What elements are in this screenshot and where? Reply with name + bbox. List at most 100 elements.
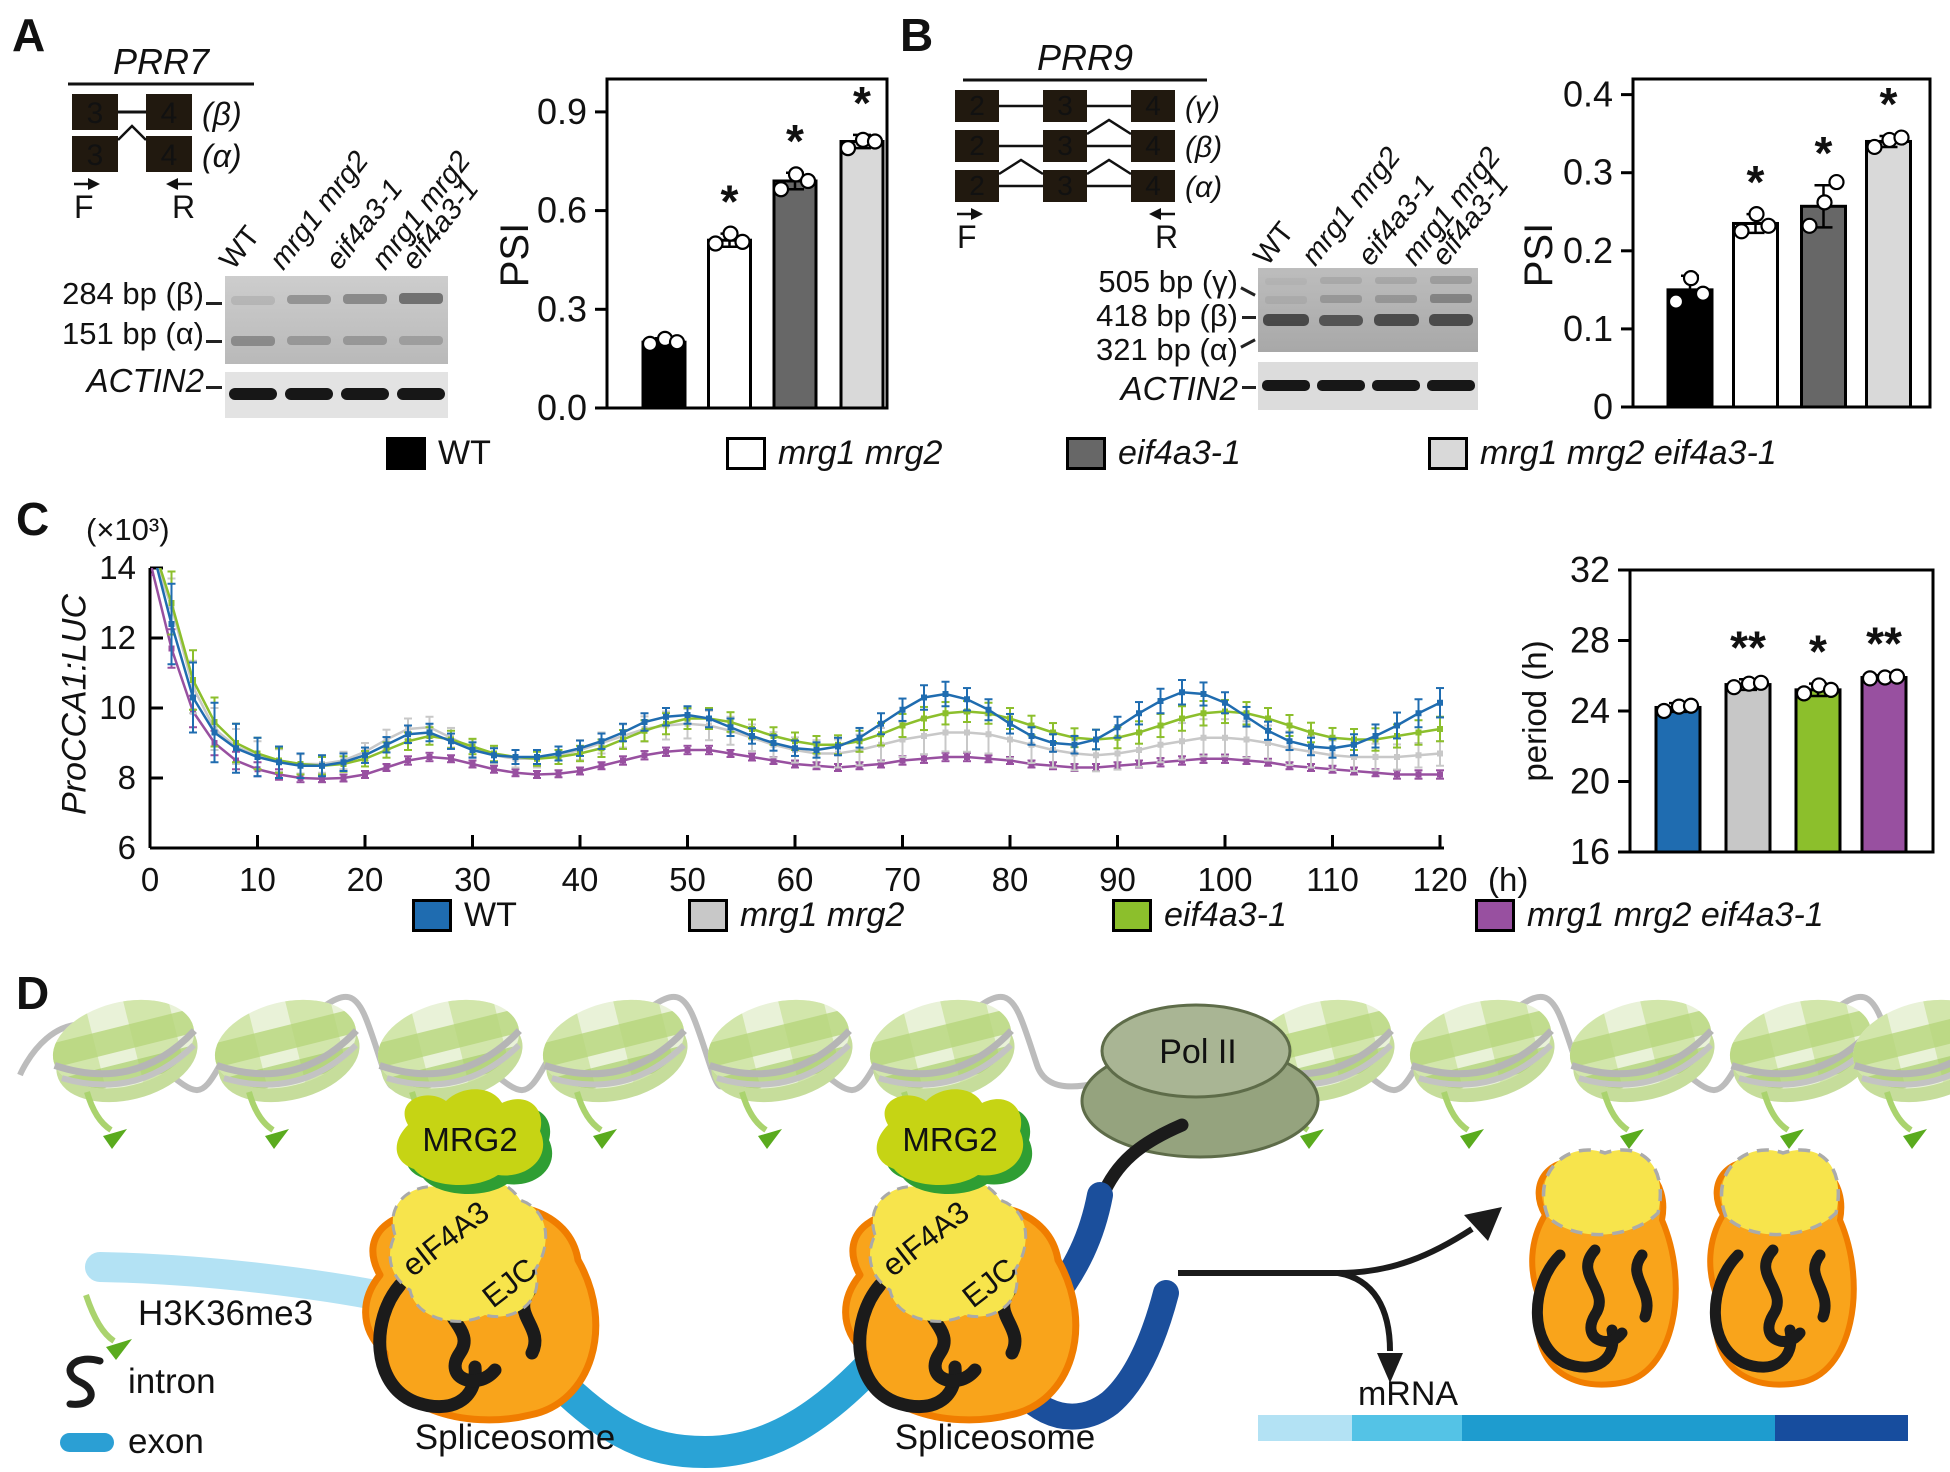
svg-text:28: 28: [1570, 620, 1610, 661]
svg-text:30: 30: [454, 861, 491, 898]
spliceosome-label: Spliceosome: [895, 1418, 1095, 1457]
svg-text:**: **: [1866, 617, 1902, 669]
svg-text:6: 6: [118, 829, 136, 866]
svg-text:60: 60: [777, 861, 814, 898]
svg-text:100: 100: [1197, 861, 1252, 898]
exon-number: 4: [161, 139, 178, 172]
band-tick: [1240, 338, 1256, 349]
exon-box: [146, 94, 192, 130]
svg-text:2: 2: [969, 90, 985, 121]
svg-text:3: 3: [1057, 90, 1073, 121]
exon-label: exon: [128, 1422, 204, 1461]
svg-text:2: 2: [969, 170, 985, 201]
exon-number: 3: [87, 97, 104, 130]
svg-text:0.0: 0.0: [537, 387, 587, 428]
band-tick: [206, 302, 222, 305]
legend-item: mrg1 mrg2 eif4a3-1: [1428, 434, 1777, 473]
exon-number: 4: [161, 97, 178, 130]
gene-name: PRR7: [113, 44, 211, 82]
svg-text:20: 20: [347, 861, 384, 898]
primer-r-label: R: [172, 189, 195, 225]
isoform-row: 2 3 4 (β): [955, 118, 1222, 164]
svg-text:0.3: 0.3: [537, 288, 587, 329]
legend-item: WT: [386, 434, 491, 473]
legend-item: mrg1 mrg2: [688, 896, 904, 935]
primer-r-label: R: [1155, 219, 1178, 255]
svg-text:*: *: [1880, 78, 1898, 130]
gel-prr9: [1258, 268, 1478, 352]
mrna-label: mRNA: [1358, 1375, 1458, 1413]
svg-text:3: 3: [1057, 170, 1073, 201]
mrg2-label: MRG2: [422, 1121, 517, 1158]
forward-primer-arrow-icon: [971, 208, 983, 220]
svg-text:4: 4: [1145, 130, 1161, 161]
panel-d-label: D: [16, 967, 50, 1019]
svg-text:90: 90: [1099, 861, 1136, 898]
svg-text:(γ): (γ): [1185, 91, 1220, 124]
svg-text:(α): (α): [1185, 171, 1222, 204]
y-axis-label: period (h): [1516, 640, 1553, 781]
svg-text:*: *: [853, 77, 871, 129]
primer-f-label: F: [74, 189, 94, 225]
legend-item: eif4a3-1: [1066, 434, 1241, 473]
svg-text:0.9: 0.9: [537, 91, 587, 132]
panel-b-label: B: [900, 9, 934, 61]
svg-text:*: *: [1747, 156, 1765, 208]
svg-text:4: 4: [1145, 170, 1161, 201]
svg-text:0.4: 0.4: [1563, 74, 1613, 115]
actin2-label: ACTIN2: [86, 362, 204, 399]
svg-text:16: 16: [1570, 831, 1610, 870]
luc-line-chart: (h) 6 8 10 12 14 0 10 20 30 40 50 60 70 80 90 100 110 120: [99, 549, 1528, 898]
svg-text:4: 4: [1145, 90, 1161, 121]
gel-bands: [1263, 276, 1473, 326]
svg-text:*: *: [786, 115, 804, 167]
legend-swatch: [726, 437, 766, 470]
gel-bands: [1262, 380, 1475, 391]
gel-bands: [229, 388, 445, 400]
legend-item: eif4a3-1: [1112, 896, 1287, 935]
svg-text:20: 20: [1570, 761, 1610, 802]
isoform-row: 2 3 4 (α): [955, 158, 1222, 204]
svg-text:110: 110: [1306, 861, 1359, 898]
band-label: 284 bp (β): [62, 276, 204, 311]
pol2-label: Pol II: [1159, 1033, 1236, 1071]
svg-text:10: 10: [239, 861, 276, 898]
svg-text:0.1: 0.1: [1563, 308, 1613, 349]
svg-text:32: 32: [1570, 549, 1610, 590]
svg-text:0.6: 0.6: [537, 190, 587, 231]
svg-text:*: *: [721, 176, 739, 228]
svg-text:8: 8: [118, 759, 136, 796]
legend-item: WT: [412, 896, 517, 935]
band-label: 505 bp (γ): [1098, 264, 1238, 299]
svg-text:24: 24: [1570, 690, 1610, 731]
svg-text:40: 40: [562, 861, 599, 898]
psi-chart-prr9: PSI 0 0.1 0.2 0.3 0.4 * * *: [1517, 74, 1932, 427]
isoform-label: (α): [202, 138, 242, 174]
primer-f-label: F: [957, 219, 977, 255]
svg-text:70: 70: [884, 861, 921, 898]
band-tick: [206, 340, 222, 343]
prr7-gene-diagram: PRR7 3 4 (β) 3 4 (α) F R: [68, 44, 254, 225]
h3k36me3-label: H3K36me3: [138, 1294, 313, 1333]
prr9-gene-diagram: PRR9 2 3 4 (γ) 2 3 4 (β): [955, 40, 1222, 255]
x-unit-label: (h): [1488, 861, 1528, 898]
svg-text:2: 2: [969, 130, 985, 161]
exon-box: [72, 94, 118, 130]
isoform-label: (β): [202, 96, 242, 132]
band-label: 321 bp (α): [1096, 332, 1238, 367]
svg-text:50: 50: [669, 861, 706, 898]
psi-chart-prr7: PSI 0.0 0.3 0.6 0.9 * * *: [493, 77, 889, 428]
svg-text:**: **: [1730, 621, 1766, 673]
svg-text:*: *: [1809, 626, 1827, 678]
actin2-label: ACTIN2: [1120, 370, 1238, 407]
legend-swatch: [1428, 437, 1468, 470]
svg-text:12: 12: [99, 619, 136, 656]
exon-number: 3: [87, 139, 104, 172]
mrg2-label: MRG2: [902, 1121, 997, 1158]
svg-text:80: 80: [992, 861, 1029, 898]
svg-text:0: 0: [1593, 386, 1613, 427]
gel-bands: [231, 293, 443, 346]
y-axis-label: PSI: [1517, 223, 1561, 287]
band-tick: [1242, 316, 1256, 319]
